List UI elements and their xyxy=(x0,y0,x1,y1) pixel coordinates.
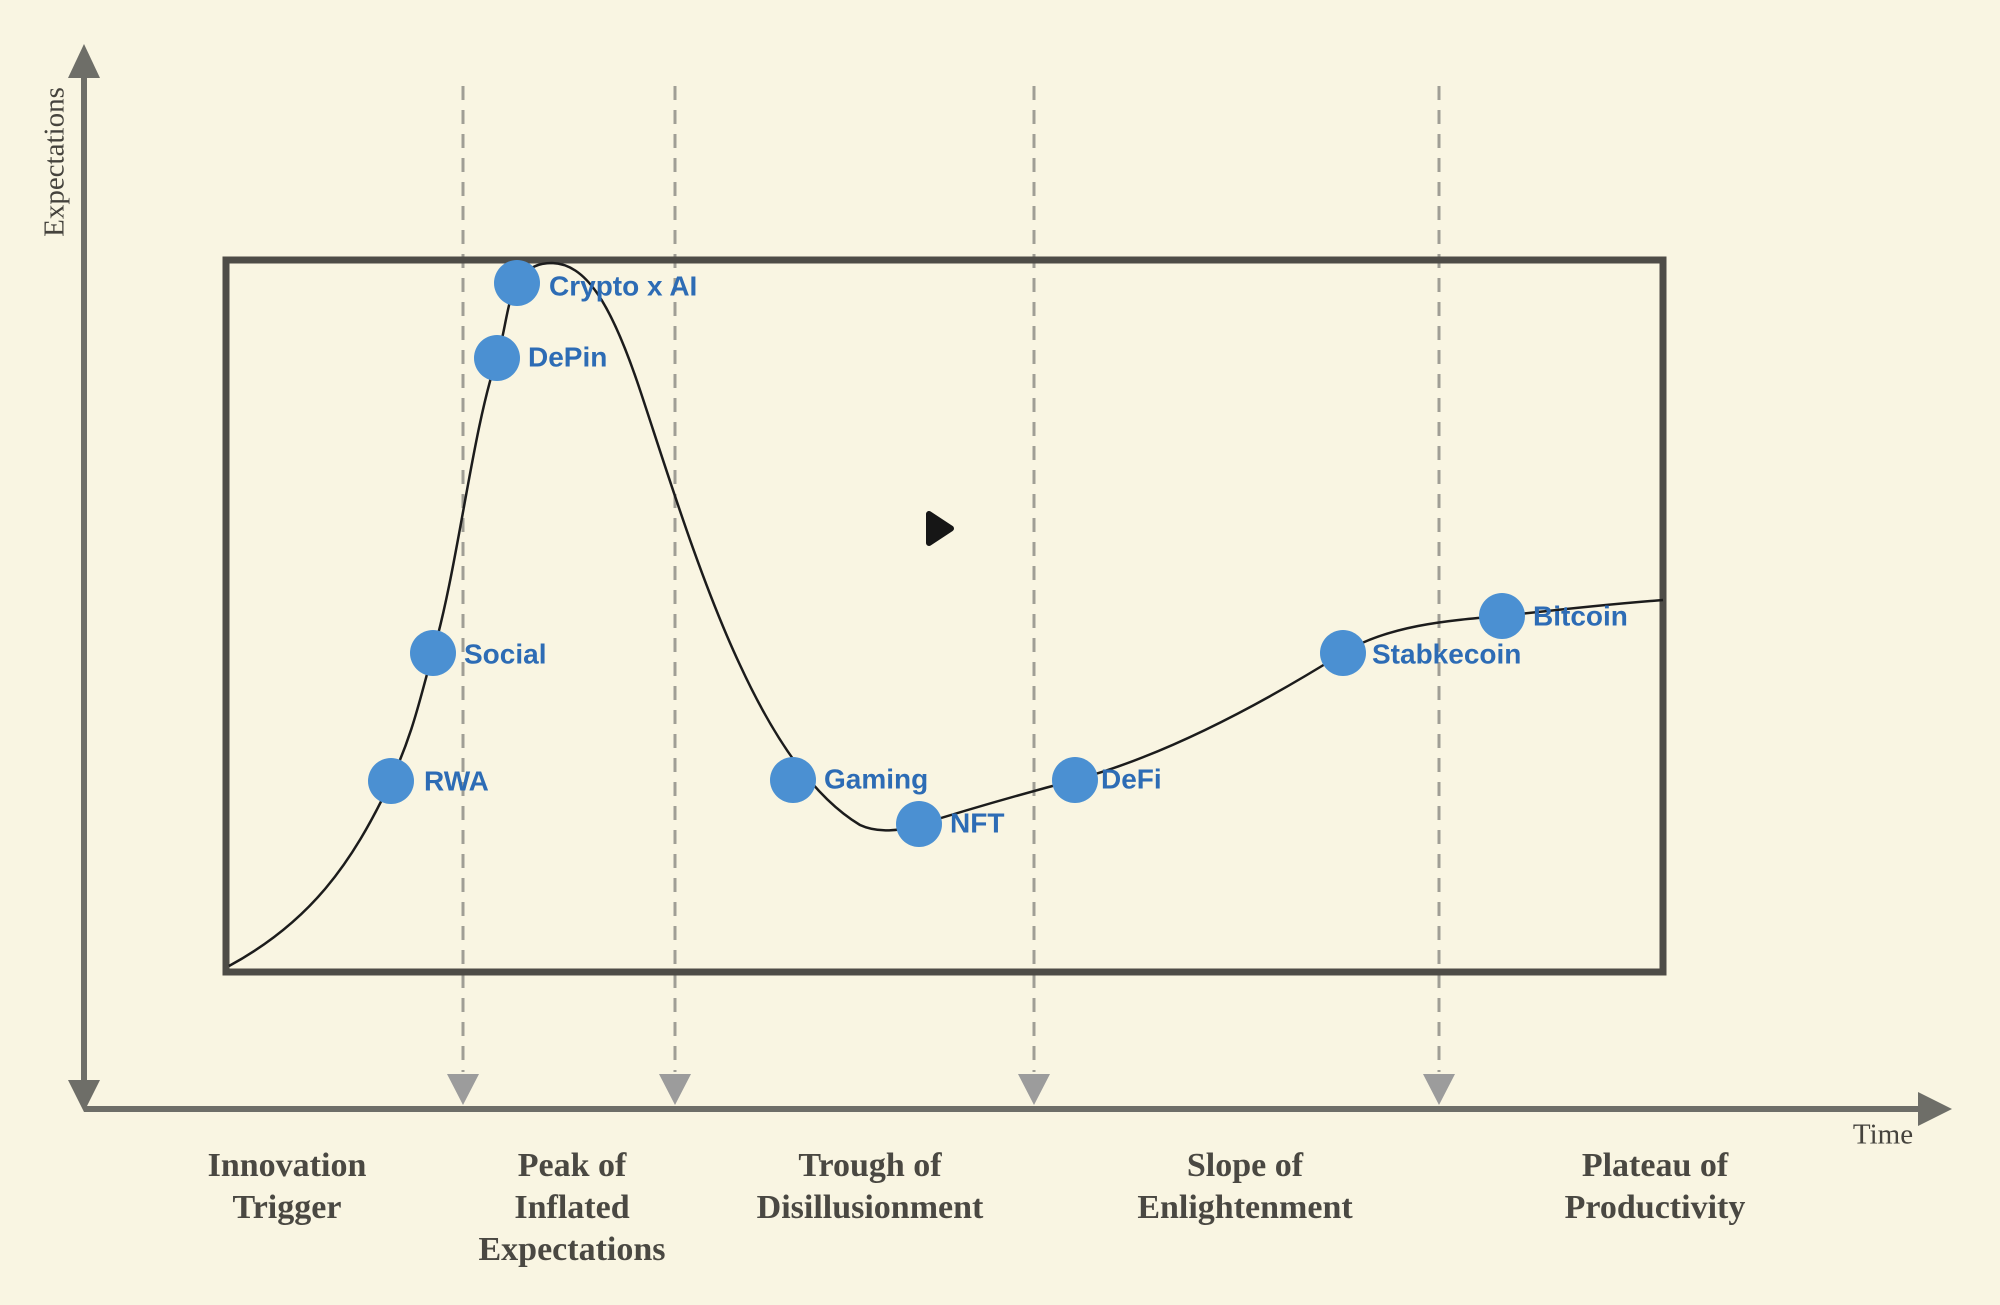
phase-divider-arrow-icon-4 xyxy=(1423,1074,1455,1105)
node-label-bitcoin: Bitcoin xyxy=(1533,600,1628,632)
node-label-defi: DeFi xyxy=(1101,763,1162,795)
phase-divider-arrow-icon-3 xyxy=(1018,1074,1050,1105)
y-axis-label: Expectations xyxy=(38,87,71,237)
play-button[interactable] xyxy=(926,511,954,546)
x-axis-right-arrow-icon xyxy=(1918,1092,1952,1126)
phase-divider-arrow-icon-2 xyxy=(659,1074,691,1105)
data-point-depin xyxy=(474,335,520,381)
data-point-defi xyxy=(1052,757,1098,803)
phase-divider-arrow-icon-1 xyxy=(447,1074,479,1105)
stage-label-plateau-of-productivity: Plateau of Productivity xyxy=(1564,1147,1746,1226)
stage-label-slope-of-enlightenment: Slope of Enlightenment xyxy=(1137,1147,1353,1226)
data-point-stabkecoin xyxy=(1320,630,1366,676)
chart-frame xyxy=(222,256,1667,976)
hype-curve-path xyxy=(228,261,1664,968)
x-axis-label: Time xyxy=(1852,1118,1914,1151)
node-label-nft: NFT xyxy=(950,807,1005,839)
y-axis-up-arrow-icon xyxy=(68,44,100,78)
stage-label-peak-of-inflated-expectations: Peak of Inflated Expectations xyxy=(478,1147,666,1268)
node-label-rwa: RWA xyxy=(424,765,489,797)
data-point-social xyxy=(410,630,456,676)
y-axis-down-arrow-icon xyxy=(68,1080,100,1112)
node-label-stabkecoin: Stabkecoin xyxy=(1372,638,1522,670)
data-point-crypto-x-ai xyxy=(494,260,540,306)
node-label-crypto-x-ai: Crypto x AI xyxy=(549,270,698,302)
data-point-bitcoin xyxy=(1479,593,1525,639)
stage-label-innovation-trigger: Innovation Trigger xyxy=(207,1147,367,1226)
node-label-social: Social xyxy=(464,638,547,670)
node-label-depin: DePin xyxy=(528,341,608,373)
node-label-gaming: Gaming xyxy=(824,763,929,795)
play-icon[interactable] xyxy=(926,511,954,546)
data-point-rwa xyxy=(368,758,414,804)
data-point-gaming xyxy=(770,757,816,803)
stage-label-trough-of-disillusionment: Trough of Disillusionment xyxy=(756,1147,984,1226)
data-point-nft xyxy=(896,801,942,847)
